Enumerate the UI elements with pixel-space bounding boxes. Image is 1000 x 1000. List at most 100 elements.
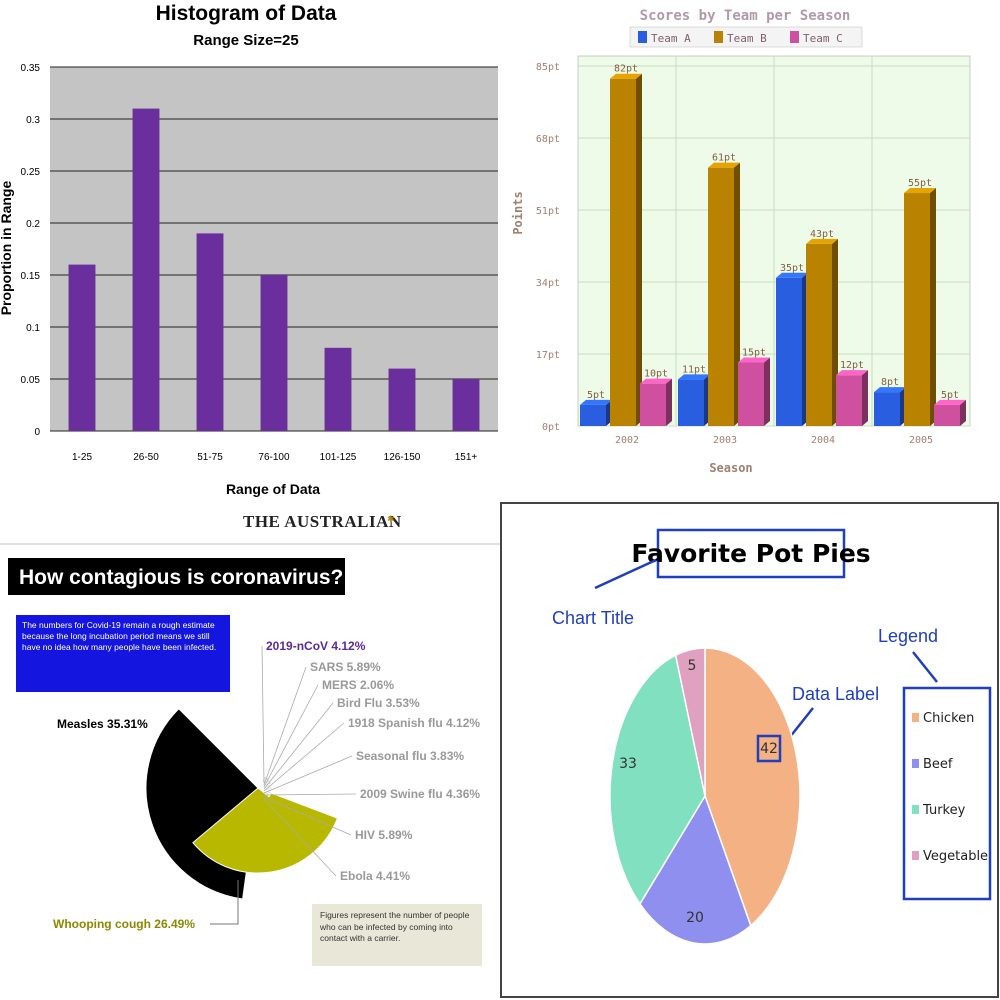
histogram-y-tick-label: 0.15 <box>21 271 41 282</box>
team-scores-bar-top <box>708 162 740 168</box>
histogram-x-tick-label: 101-125 <box>320 452 357 463</box>
histogram-y-tick-label: 0.35 <box>21 63 41 74</box>
team-scores-bar-side <box>636 73 642 427</box>
histogram-chart: Histogram of Data Range Size=25 0 0.05 0.1… <box>0 2 498 497</box>
coronavirus-slice-label: 1918 Spanish flu 4.12% <box>348 716 480 730</box>
team-scores-data-label: 35pt <box>780 263 804 274</box>
histogram-bar <box>132 108 160 431</box>
histogram-x-tick-label: 126-150 <box>384 452 421 463</box>
team-scores-data-label: 11pt <box>682 364 706 375</box>
coronavirus-slice-label: Measles 35.31% <box>57 717 148 731</box>
histogram-y-axis-label: Proportion in Range <box>0 181 14 316</box>
team-scores-bar-side <box>666 378 672 426</box>
team-scores-bar-top <box>934 399 966 405</box>
coronavirus-slice-label: 2019-nCoV 4.12% <box>266 639 366 653</box>
team-scores-panel: Scores by Team per Season Team A Team B Te… <box>500 0 1000 500</box>
team-scores-data-label: 82pt <box>614 64 638 75</box>
histogram-x-tick-label: 1-25 <box>72 452 92 463</box>
team-scores-legend-swatch <box>638 31 647 43</box>
source-logo: THE AUSTRALIAN <box>243 512 402 531</box>
team-scores-bar <box>806 243 832 426</box>
team-scores-bar <box>678 379 704 426</box>
team-scores-bar <box>904 193 930 426</box>
team-scores-data-label: 12pt <box>840 360 864 371</box>
team-scores-x-tick-label: 2004 <box>811 435 835 446</box>
histogram-bar <box>260 275 288 431</box>
team-scores-bar <box>836 375 862 426</box>
team-scores-x-ticks: 2002 2003 2004 2005 <box>615 435 933 446</box>
team-scores-y-tick-label: 68pt <box>536 134 560 145</box>
histogram-panel: Histogram of Data Range Size=25 0 0.05 0.1… <box>0 0 500 500</box>
team-scores-bar-top <box>776 272 808 278</box>
team-scores-bar <box>934 404 960 426</box>
histogram-bar <box>388 368 416 431</box>
team-scores-title: Scores by Team per Season <box>640 8 851 24</box>
coronavirus-pie <box>145 708 339 900</box>
histogram-title: Histogram of Data <box>156 2 337 25</box>
coronavirus-title: How contagious is coronavirus? <box>19 566 343 589</box>
team-scores-data-label: 61pt <box>712 153 736 164</box>
histogram-y-tick-label: 0.25 <box>21 167 41 178</box>
coronavirus-slice-label: Seasonal flu 3.83% <box>356 749 464 763</box>
histogram-bars <box>68 108 480 431</box>
histogram-y-tick-label: 0.3 <box>26 115 40 126</box>
coronavirus-leader-line <box>263 796 352 836</box>
pot-pies-data-label: 42 <box>760 741 778 757</box>
team-scores-bar-top <box>640 378 672 384</box>
histogram-bar <box>196 233 224 431</box>
coronavirus-labels: Measles 35.31% Whooping cough 26.49% 2019-… <box>53 639 480 931</box>
pot-pies-slice <box>674 647 706 797</box>
team-scores-bar-top <box>738 357 770 363</box>
histogram-y-tick-label: 0.1 <box>26 323 40 334</box>
team-scores-data-label: 8pt <box>881 377 899 388</box>
histogram-bar <box>452 379 480 431</box>
coronavirus-chart: THE AUSTRALIAN ✱ How contagious is coron… <box>0 512 500 966</box>
chart-title-callout: Chart Title <box>552 608 634 628</box>
team-scores-bar <box>610 78 636 427</box>
team-scores-data-label: 43pt <box>810 229 834 240</box>
coronavirus-leader-line <box>210 880 239 925</box>
histogram-x-tick-label: 26-50 <box>133 452 159 463</box>
team-scores-bar-top <box>806 238 838 244</box>
histogram-bar <box>68 264 96 431</box>
pot-pies-legend-swatch <box>912 851 919 860</box>
source-logo-mark: ✱ <box>387 515 395 525</box>
pot-pies-legend-swatch <box>912 805 919 814</box>
coronavirus-panel: THE AUSTRALIAN ✱ How contagious is coron… <box>0 500 500 1000</box>
team-scores-bars: 5pt 82pt 10pt 11pt 61pt 15pt 35pt 43pt 12pt 8pt 55… <box>580 64 966 427</box>
coronavirus-slice-label: HIV 5.89% <box>355 828 413 842</box>
pot-pies-title: Favorite Pot Pies <box>631 539 870 568</box>
pot-pies-legend-label: Chicken <box>923 711 974 726</box>
team-scores-bar-top <box>610 73 642 79</box>
team-scores-y-tick-label: 0pt <box>542 422 560 433</box>
team-scores-bar-top <box>678 374 710 380</box>
team-scores-bar-side <box>960 399 966 426</box>
coronavirus-slice-label: Whooping cough 26.49% <box>53 917 195 931</box>
histogram-y-tick-label: 0 <box>34 427 40 438</box>
data-label-callout: Data Label <box>792 684 879 704</box>
footnote-text: Figures represent the number of people w… <box>320 910 470 943</box>
pot-pies-chart: Favorite Pot Pies Chart Title Legend Dat… <box>500 502 999 998</box>
team-scores-bar <box>580 404 606 426</box>
team-scores-bar-top <box>904 188 936 194</box>
coronavirus-leader-line <box>263 798 337 877</box>
note-box <box>16 615 230 692</box>
pot-pies-panel: Favorite Pot Pies Chart Title Legend Dat… <box>500 500 1000 1000</box>
chart-title-pointer <box>594 558 657 590</box>
coronavirus-slice-label: 2009 Swine flu 4.36% <box>360 787 480 801</box>
team-scores-legend-label: Team B <box>727 32 767 45</box>
data-label-highlight <box>756 734 782 763</box>
team-scores-x-tick-label: 2003 <box>713 435 737 446</box>
histogram-y-tick-label: 0.05 <box>21 375 41 386</box>
team-scores-data-label: 15pt <box>742 347 766 358</box>
pot-pies-data-label: 33 <box>619 756 637 772</box>
coronavirus-title-box <box>8 558 345 595</box>
team-scores-y-ticks: 0pt 17pt 34pt 51pt 68pt 85pt <box>536 62 560 433</box>
team-scores-y-tick-label: 85pt <box>536 62 560 73</box>
coronavirus-slice-label: Bird Flu 3.53% <box>337 696 420 710</box>
pot-pies-legend-box <box>902 686 992 901</box>
coronavirus-leader-line <box>263 793 357 796</box>
team-scores-data-label: 55pt <box>908 178 932 189</box>
histogram-x-tick-label: 151+ <box>455 452 478 463</box>
coronavirus-leader-line <box>263 666 307 786</box>
